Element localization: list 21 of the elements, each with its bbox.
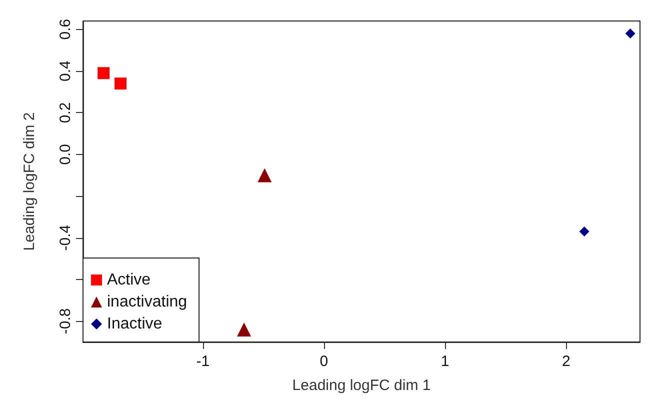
- point: [625, 28, 636, 39]
- legend-label: Inactive: [107, 316, 162, 332]
- legend-label: Active: [107, 272, 151, 288]
- y-tick-label: 0.4: [57, 60, 74, 82]
- point: [114, 78, 127, 90]
- y-tick-label: 0.0: [57, 144, 74, 165]
- x-tick-label: 2: [562, 353, 570, 370]
- legend-label: inactivating: [107, 294, 188, 310]
- x-tick-label: 0: [320, 353, 328, 370]
- point: [579, 226, 590, 237]
- y-tick-label: 0.6: [57, 18, 74, 40]
- x-tick-label: -1: [196, 353, 210, 370]
- x-tick-label: 1: [440, 353, 450, 370]
- y-tick-label: -0.8: [57, 308, 74, 334]
- y-tick-label: -0.4: [57, 224, 74, 251]
- point: [258, 168, 272, 182]
- x-axis-title: Leading logFC dim 1: [292, 377, 431, 394]
- point: [98, 67, 110, 80]
- y-axis-title: Leading logFC dim 2: [21, 112, 38, 251]
- y-tick-label: 0.2: [57, 102, 74, 124]
- point: [237, 322, 252, 336]
